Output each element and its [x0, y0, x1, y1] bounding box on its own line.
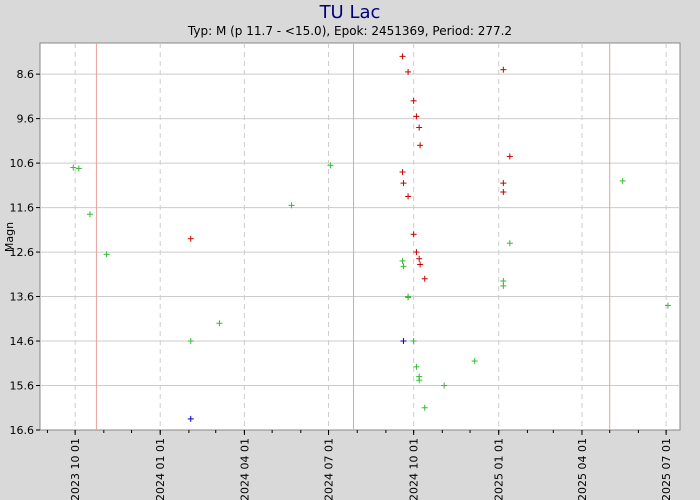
x-tick-label: 2023 10 01: [69, 438, 82, 500]
red-point: [500, 189, 507, 196]
red-point: [400, 180, 407, 187]
blue-point: [187, 415, 194, 422]
red-point: [506, 153, 513, 160]
red-point: [421, 275, 428, 282]
green-point: [410, 338, 417, 345]
x-tick-label: 2024 01 01: [154, 438, 167, 500]
y-tick-label: 16.6: [10, 424, 35, 437]
x-tick-label: 2025 04 01: [576, 438, 589, 500]
y-tick-label: 8.6: [17, 68, 35, 81]
y-axis: 8.6 9.6 10.6 11.6 12.6 13.6 14.6 15.6 16.6: [10, 68, 40, 437]
data-points: [70, 53, 671, 422]
red-point: [399, 169, 406, 175]
y-tick-label: 10.6: [10, 157, 35, 170]
x-axis: 2023 10 01 2024 01 01 2024 04 01 2024 07 01…: [46, 430, 673, 500]
red-point: [399, 53, 406, 60]
green-point: [399, 257, 406, 264]
green-point: [70, 164, 77, 171]
red-point: [413, 249, 420, 256]
green-point: [216, 320, 223, 327]
y-tick-label: 13.6: [10, 291, 35, 304]
red-point: [405, 193, 412, 200]
green-point: [400, 263, 407, 270]
chart-subtitle: Typ: M (p 11.7 - <15.0), Epok: 2451369, …: [187, 24, 512, 38]
x-tick-label: 2024 04 01: [238, 438, 251, 500]
x-tick-label: 2024 07 01: [323, 438, 336, 500]
green-point: [413, 363, 420, 370]
chart-title: TU Lac: [319, 2, 381, 23]
green-point: [421, 404, 428, 411]
red-point: [410, 231, 417, 238]
red-point: [413, 113, 420, 120]
x-tick-label: 2025 07 01: [660, 438, 673, 500]
red-point: [416, 124, 423, 131]
y-tick-label: 14.6: [10, 335, 35, 348]
y-tick-label: 12.6: [10, 246, 35, 259]
red-point: [500, 180, 507, 187]
green-point: [103, 251, 110, 258]
green-point: [86, 211, 93, 218]
y-axis-label: Magn: [3, 222, 16, 252]
green-point: [471, 358, 478, 365]
y-tick-label: 11.6: [10, 202, 35, 215]
green-point: [405, 294, 412, 301]
red-point: [410, 97, 417, 104]
y-tick-label: 15.6: [10, 380, 35, 393]
red-point: [500, 66, 507, 73]
red-point: [405, 68, 412, 75]
x-tick-label: 2025 01 01: [493, 438, 506, 500]
green-point: [664, 302, 671, 309]
green-point: [327, 162, 334, 169]
red-point: [416, 255, 423, 262]
green-point: [441, 382, 448, 389]
green-point: [416, 377, 423, 384]
maxima-lines: [95, 43, 611, 430]
green-point: [506, 240, 513, 247]
green-point: [75, 165, 82, 172]
green-point: [187, 338, 194, 345]
green-point: [619, 177, 626, 184]
green-point: [500, 282, 507, 289]
blue-point: [400, 338, 407, 345]
y-tick-label: 9.6: [17, 113, 35, 126]
red-point: [187, 235, 194, 242]
x-tick-label: 2024 10 01: [408, 438, 421, 500]
green-point: [288, 202, 295, 209]
red-point: [417, 142, 424, 149]
plot-area: [39, 42, 681, 431]
red-point: [417, 261, 424, 268]
grid: [40, 43, 680, 430]
